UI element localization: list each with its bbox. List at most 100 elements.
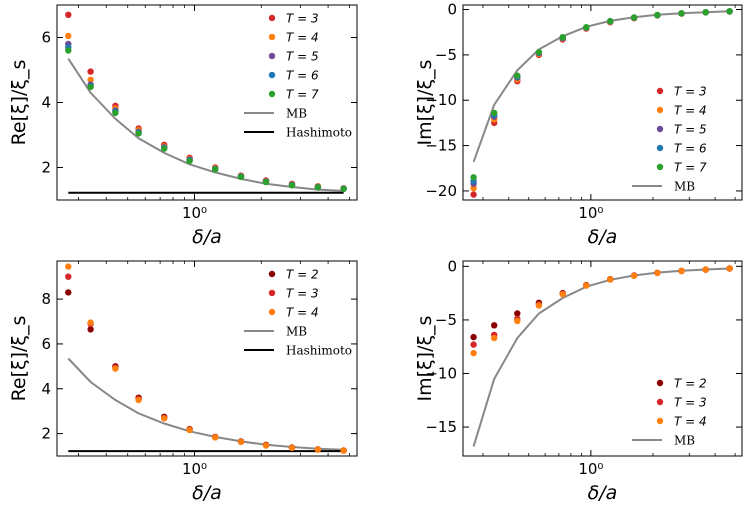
point-t-7 (87, 83, 94, 91)
x-axis-label: δ/a (192, 482, 222, 504)
point-t-4 (559, 291, 566, 298)
legend-label: T = 2 (286, 268, 319, 282)
legend-marker-t-2 (268, 270, 276, 278)
legend-label: Hashimoto (286, 126, 352, 140)
legend: T = 3 T = 4 T = 5 T = 6 T = 7 MB (632, 85, 707, 194)
point-t-4 (112, 365, 119, 372)
point-t-7 (470, 174, 477, 181)
point-t-7 (607, 17, 614, 25)
axes-frame (462, 260, 743, 457)
point-t-4 (702, 266, 709, 273)
point-t-7 (491, 109, 498, 117)
legend-label: T = 4 (286, 306, 319, 320)
y-tick-label: −20 (425, 182, 457, 200)
point-t-4 (678, 267, 685, 275)
legend-label: T = 7 (674, 161, 707, 175)
point-t-4 (212, 434, 219, 441)
y-tick-label: −10 (425, 365, 457, 383)
legend-label: T = 4 (286, 31, 319, 45)
point-t-7 (630, 14, 638, 21)
y-tick-label: 4 (41, 380, 51, 398)
point-t-4 (65, 32, 72, 40)
point-t-4 (87, 319, 94, 326)
legend-label: T = 5 (286, 50, 319, 64)
point-t-3 (65, 11, 72, 18)
legend-label: T = 5 (674, 123, 707, 137)
point-t-7 (702, 9, 709, 16)
point-t-2 (470, 333, 477, 341)
point-t-4 (288, 444, 296, 452)
legend-marker-t-4 (268, 33, 276, 41)
legend-label: MB (674, 434, 695, 448)
point-t-4 (470, 185, 477, 192)
legend-label: MB (286, 325, 307, 339)
point-t-4 (340, 447, 347, 454)
legend-label: T = 3 (674, 396, 707, 410)
point-t-7 (112, 109, 119, 117)
legend-marker-t-5 (268, 52, 276, 60)
legend: T = 2 T = 3 T = 4 MB (632, 377, 707, 448)
x-tick-label: 10⁰ (578, 204, 603, 222)
y-tick-label: 2 (41, 159, 51, 177)
line-mb (67, 58, 344, 192)
y-tick-label: 4 (41, 94, 51, 112)
x-axis-label: δ/a (588, 226, 618, 248)
point-t-4 (630, 272, 638, 279)
legend-label: T = 7 (286, 88, 319, 102)
point-t-3 (65, 273, 72, 280)
line-mb (472, 267, 730, 447)
y-axis-label: Im[ξ]/ξ_s (414, 316, 436, 402)
legend-marker-t-7 (268, 90, 276, 98)
point-t-7 (678, 10, 685, 17)
point-t-7 (65, 47, 72, 54)
y-tick-label: 0 (447, 257, 457, 275)
point-t-2 (491, 322, 498, 329)
legend-marker-t-5 (656, 125, 664, 133)
point-t-4 (654, 269, 661, 277)
point-t-7 (314, 184, 322, 191)
point-t-4 (186, 426, 193, 434)
point-t-3 (470, 341, 477, 348)
point-t-3 (87, 68, 94, 75)
x-tick-label: 10⁰ (578, 460, 603, 478)
point-t-4 (65, 263, 72, 270)
legend-label: MB (674, 180, 695, 194)
y-tick-label: −5 (435, 46, 457, 64)
point-t-2 (514, 310, 521, 317)
point-t-4 (726, 265, 733, 272)
point-t-7 (288, 182, 296, 189)
x-axis-label: δ/a (588, 482, 618, 504)
y-tick-label: −10 (425, 91, 457, 109)
y-axis-label: Re[ξ]/ξ_s (8, 316, 30, 402)
y-tick-label: −5 (435, 311, 457, 329)
legend-label: T = 4 (674, 104, 707, 118)
point-t-7 (262, 178, 270, 186)
chart-panel-bottom-right: 10⁰ 0 −5 −10 −15 δ/a Im[ξ]/ξ_s T = 2 T = 3 T = 4 M… (414, 257, 743, 504)
y-tick-label: 6 (41, 29, 51, 47)
point-t-4 (135, 396, 142, 404)
legend-label: T = 3 (286, 287, 319, 301)
x-axis-label: δ/a (192, 226, 222, 248)
x-tick-label: 10⁰ (182, 460, 207, 478)
y-tick-label: 2 (41, 425, 51, 443)
legend-marker-t-3 (268, 14, 276, 22)
point-t-4 (237, 438, 245, 446)
legend-marker-t-3 (656, 87, 664, 95)
legend-label: T = 2 (674, 377, 707, 391)
point-t-4 (583, 282, 590, 289)
legend-label: MB (286, 107, 307, 121)
legend-marker-t-6 (656, 144, 664, 152)
y-tick-label: 8 (41, 290, 51, 308)
point-t-4 (491, 334, 498, 342)
point-t-7 (237, 173, 245, 181)
legend-marker-t-4 (656, 106, 664, 114)
legend-label: T = 3 (674, 85, 707, 99)
y-tick-label: 0 (447, 1, 457, 19)
point-t-4 (161, 415, 168, 422)
point-t-4 (607, 276, 614, 283)
point-t-7 (161, 145, 168, 152)
point-t-2 (87, 326, 94, 333)
point-t-7 (726, 8, 733, 15)
